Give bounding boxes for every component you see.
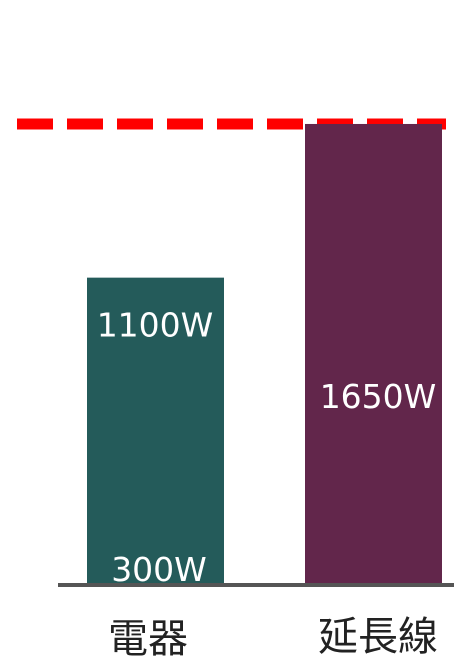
bar-appliance	[87, 277, 224, 585]
bar-label-appliance: 1100W	[97, 306, 214, 345]
category-label-appliance: 電器	[108, 616, 188, 661]
bar-label-extension-cord: 1650W	[320, 377, 437, 416]
category-label-extension-cord: 延長線	[318, 614, 438, 660]
annotation-label-300w: 300W	[111, 550, 207, 589]
bar-extension-cord	[305, 123, 442, 586]
